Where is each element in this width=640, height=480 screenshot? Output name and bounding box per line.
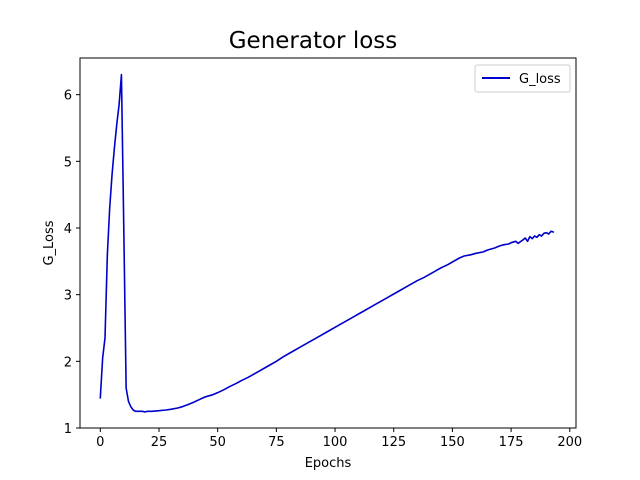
plot-area: 0 25 50 75 100 125 150 175 200 1 2 3 4 5 6 (64, 57, 582, 450)
x-axis-label: Epochs (305, 456, 352, 471)
legend-box (474, 64, 571, 93)
x-tick-label: 125 (381, 435, 406, 450)
plot-frame (79, 57, 577, 429)
x-tick-label: 150 (440, 435, 465, 450)
x-tick-label: 25 (151, 435, 168, 450)
chart-title: Generator loss (229, 28, 398, 54)
y-tick-label: 5 (64, 155, 72, 170)
x-tick-label: 0 (96, 435, 104, 450)
y-axis-label: G_Loss (42, 220, 57, 265)
y-tick-label: 6 (64, 89, 72, 104)
series-layer (99, 73, 555, 413)
y-tick-label: 2 (64, 355, 72, 370)
y-axis-ticks: 1 2 3 4 5 6 (64, 89, 80, 437)
y-tick-label: 4 (64, 222, 72, 237)
x-tick-label: 50 (209, 435, 226, 450)
y-tick-label: 3 (64, 289, 72, 304)
x-axis-ticks: 0 25 50 75 100 125 150 175 200 (96, 428, 582, 450)
y-tick-label: 1 (64, 422, 72, 437)
x-tick-label: 100 (323, 435, 348, 450)
x-tick-label: 75 (268, 435, 285, 450)
x-tick-label: 175 (499, 435, 524, 450)
x-tick-label: 200 (557, 435, 582, 450)
series-line-g-loss (99, 73, 555, 413)
legend-label-g-loss: G_loss (519, 72, 561, 87)
legend: G_loss (474, 64, 571, 93)
